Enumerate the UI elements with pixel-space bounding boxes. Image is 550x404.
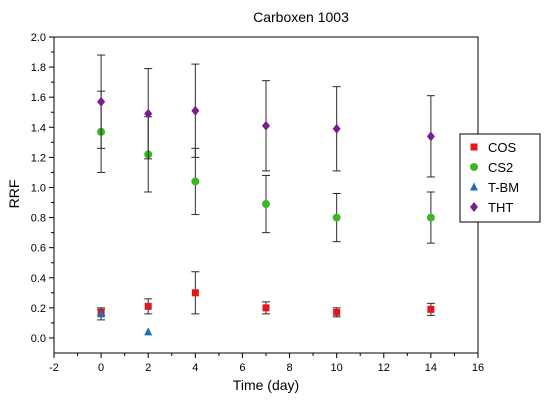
x-axis-ticks: -2 0 2 4 6 8 10 12 14 16 [49, 353, 484, 374]
x-tick-label: 4 [192, 362, 198, 374]
legend-label: THT [488, 200, 513, 215]
y-tick-label: 0.4 [31, 273, 46, 285]
series-cos [97, 271, 435, 318]
series-tht [97, 54, 435, 178]
y-tick-label: 1.6 [31, 92, 46, 104]
legend-label: CS2 [488, 160, 513, 175]
data-point [191, 177, 200, 186]
data-point [262, 304, 270, 312]
data-point [144, 302, 152, 310]
data-point [332, 213, 341, 222]
legend-label: COS [488, 140, 517, 155]
data-point [426, 213, 435, 222]
y-tick-label: 1.0 [31, 182, 46, 194]
series-t-bm [97, 307, 153, 336]
y-tick-label: 0.6 [31, 243, 46, 255]
y-axis-ticks: 0.0 0.2 0.4 0.6 0.8 1.0 1.2 1.4 1.6 1.8 2.0 [31, 32, 54, 345]
data-point [427, 305, 435, 313]
y-tick-label: 1.4 [31, 122, 46, 134]
y-tick-label: 2.0 [31, 32, 46, 44]
series-layer [97, 54, 435, 336]
data-point [97, 96, 106, 107]
data-point [97, 309, 106, 318]
x-tick-label: -2 [49, 362, 59, 374]
legend-marker [470, 163, 478, 171]
data-point [144, 327, 153, 336]
data-point [191, 289, 199, 297]
y-axis-title: RRF [6, 180, 22, 209]
x-tick-label: 16 [472, 362, 484, 374]
y-tick-label: 1.8 [31, 62, 46, 74]
legend: COS CS2 T-BM THT [459, 133, 541, 223]
y-tick-label: 0.0 [31, 333, 46, 345]
x-tick-label: 6 [239, 362, 245, 374]
data-point [332, 123, 341, 134]
chart-title: Carboxen 1003 [253, 9, 349, 25]
x-tick-label: 10 [331, 362, 343, 374]
data-point [262, 200, 270, 209]
x-tick-label: 8 [286, 362, 292, 374]
legend-marker [470, 202, 478, 212]
legend-marker [470, 143, 478, 151]
x-tick-label: 0 [98, 362, 104, 374]
data-point [333, 308, 341, 316]
x-tick-label: 2 [145, 362, 151, 374]
y-tick-label: 0.2 [31, 303, 46, 315]
x-axis-title: Time (day) [233, 377, 299, 393]
legend-marker [470, 182, 478, 191]
data-point [426, 131, 435, 142]
x-tick-label: 12 [378, 362, 390, 374]
y-tick-label: 0.8 [31, 213, 46, 225]
data-point [144, 108, 153, 119]
x-tick-label: 14 [425, 362, 437, 374]
data-point [262, 120, 270, 131]
data-point [191, 105, 200, 116]
y-tick-label: 1.2 [31, 152, 46, 164]
legend-label: T-BM [488, 180, 519, 195]
